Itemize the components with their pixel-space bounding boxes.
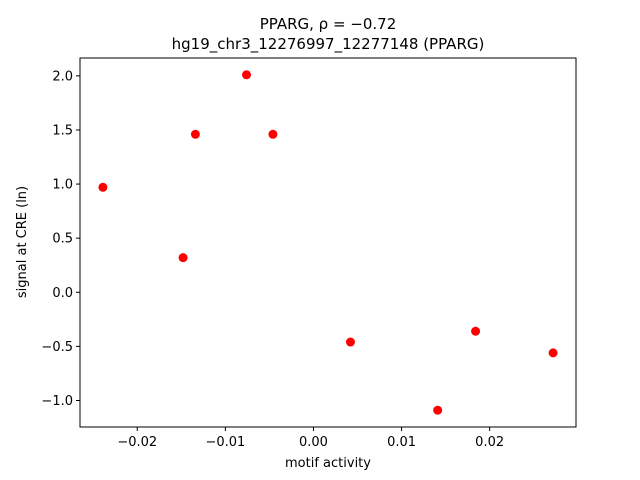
x-tick-label: 0.01 bbox=[387, 435, 416, 450]
data-point bbox=[190, 129, 200, 139]
y-tick-label: 0.5 bbox=[52, 232, 73, 247]
chart-title-line2: hg19_chr3_12276997_12277148 (PPARG) bbox=[172, 35, 485, 54]
x-tick-label: 0.02 bbox=[475, 435, 504, 450]
y-tick-label: −0.5 bbox=[41, 340, 73, 355]
y-tick-label: −1.0 bbox=[41, 394, 73, 409]
data-point bbox=[433, 405, 443, 415]
x-tick-label: −0.01 bbox=[205, 435, 245, 450]
y-axis-ticks: −1.0 −0.5 0.0 0.5 1.0 1.5 2.0 bbox=[41, 69, 80, 409]
x-axis-label: motif activity bbox=[285, 456, 371, 471]
data-point bbox=[98, 182, 108, 192]
chart-title-line1: PPARG, ρ = −0.72 bbox=[260, 15, 397, 33]
y-tick-label: 1.5 bbox=[52, 123, 73, 138]
data-point bbox=[548, 348, 558, 358]
x-axis-ticks: −0.02 −0.01 0.00 0.01 0.02 bbox=[117, 427, 504, 450]
data-points bbox=[98, 70, 558, 415]
y-tick-label: 2.0 bbox=[52, 69, 73, 84]
data-point bbox=[345, 337, 355, 347]
y-tick-label: 0.0 bbox=[52, 286, 73, 301]
data-point bbox=[178, 253, 188, 263]
y-tick-label: 1.0 bbox=[52, 178, 73, 193]
data-point bbox=[268, 129, 278, 139]
x-tick-label: 0.00 bbox=[299, 435, 328, 450]
data-point bbox=[471, 326, 481, 336]
plot-area-frame bbox=[79, 57, 577, 428]
y-axis-label: signal at CRE (ln) bbox=[15, 186, 30, 298]
x-tick-label: −0.02 bbox=[117, 435, 157, 450]
data-point bbox=[242, 70, 252, 80]
